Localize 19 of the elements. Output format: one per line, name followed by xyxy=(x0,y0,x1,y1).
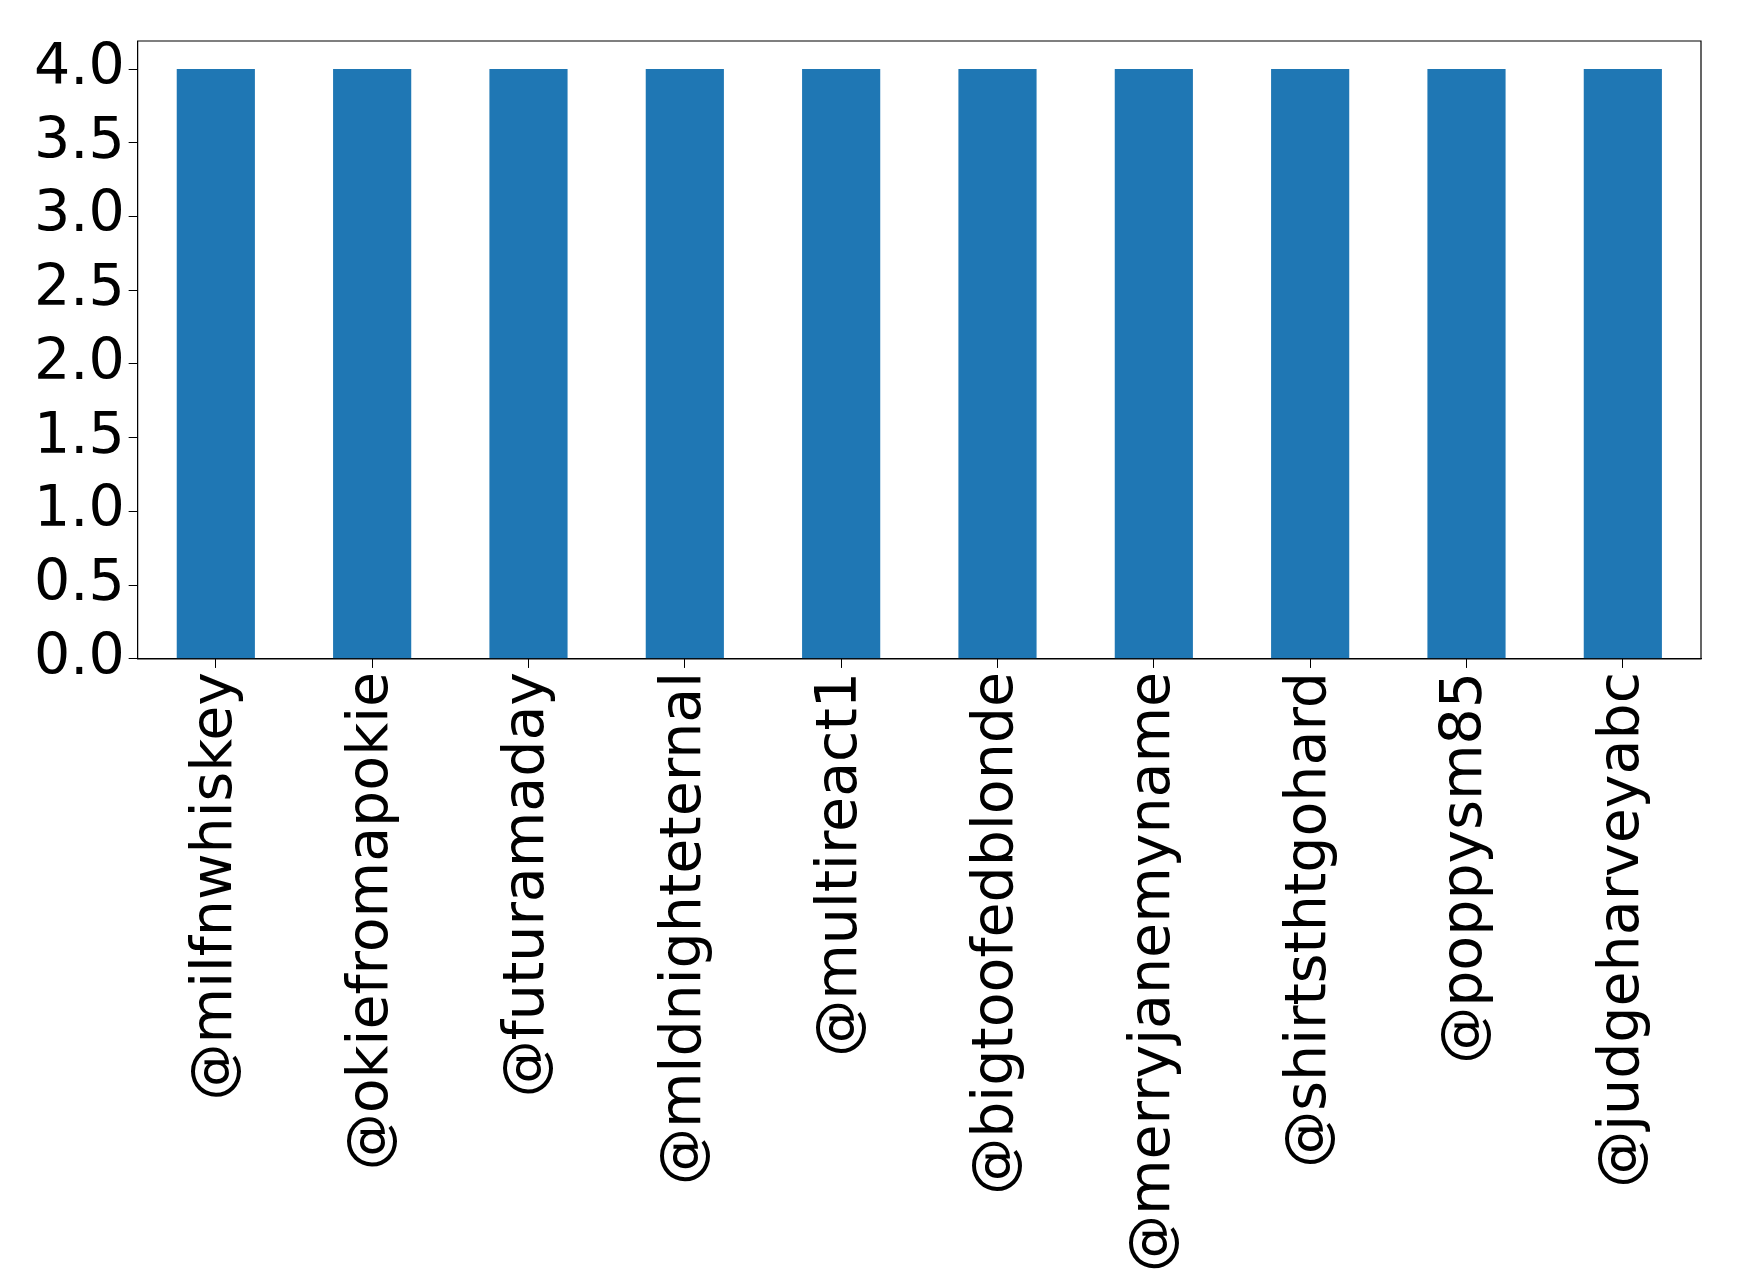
y-tick-label: 0.5 xyxy=(33,547,125,614)
y-tick-label: 3.5 xyxy=(33,104,125,171)
x-tick-label: @multireact1 xyxy=(802,671,869,1057)
x-tick-label: @okiefromapokie xyxy=(333,671,400,1171)
x-tick-label: @judgeharveyabc xyxy=(1584,671,1651,1188)
x-tick-label: @mldnighteternal xyxy=(646,671,713,1185)
x-tick-label: @poppysm85 xyxy=(1428,671,1495,1064)
x-tick-label: @shirtsthtgohard xyxy=(1271,671,1338,1168)
x-tick-label: @bigtoofedblonde xyxy=(959,671,1026,1195)
x-tick-label: @merryjanemyname xyxy=(1115,671,1182,1272)
y-tick-label: 2.5 xyxy=(33,252,125,319)
y-tick-label: 2.0 xyxy=(33,325,125,392)
x-tick-label: @futuramaday xyxy=(490,671,557,1098)
y-tick-label: 4.0 xyxy=(33,30,125,97)
y-tick-label: 1.5 xyxy=(33,399,125,466)
y-tick-label: 1.0 xyxy=(33,473,125,540)
y-tick-label: 0.0 xyxy=(33,620,125,687)
y-tick-label: 3.0 xyxy=(33,178,125,245)
x-tick-label: @milfnwhiskey xyxy=(177,671,244,1101)
